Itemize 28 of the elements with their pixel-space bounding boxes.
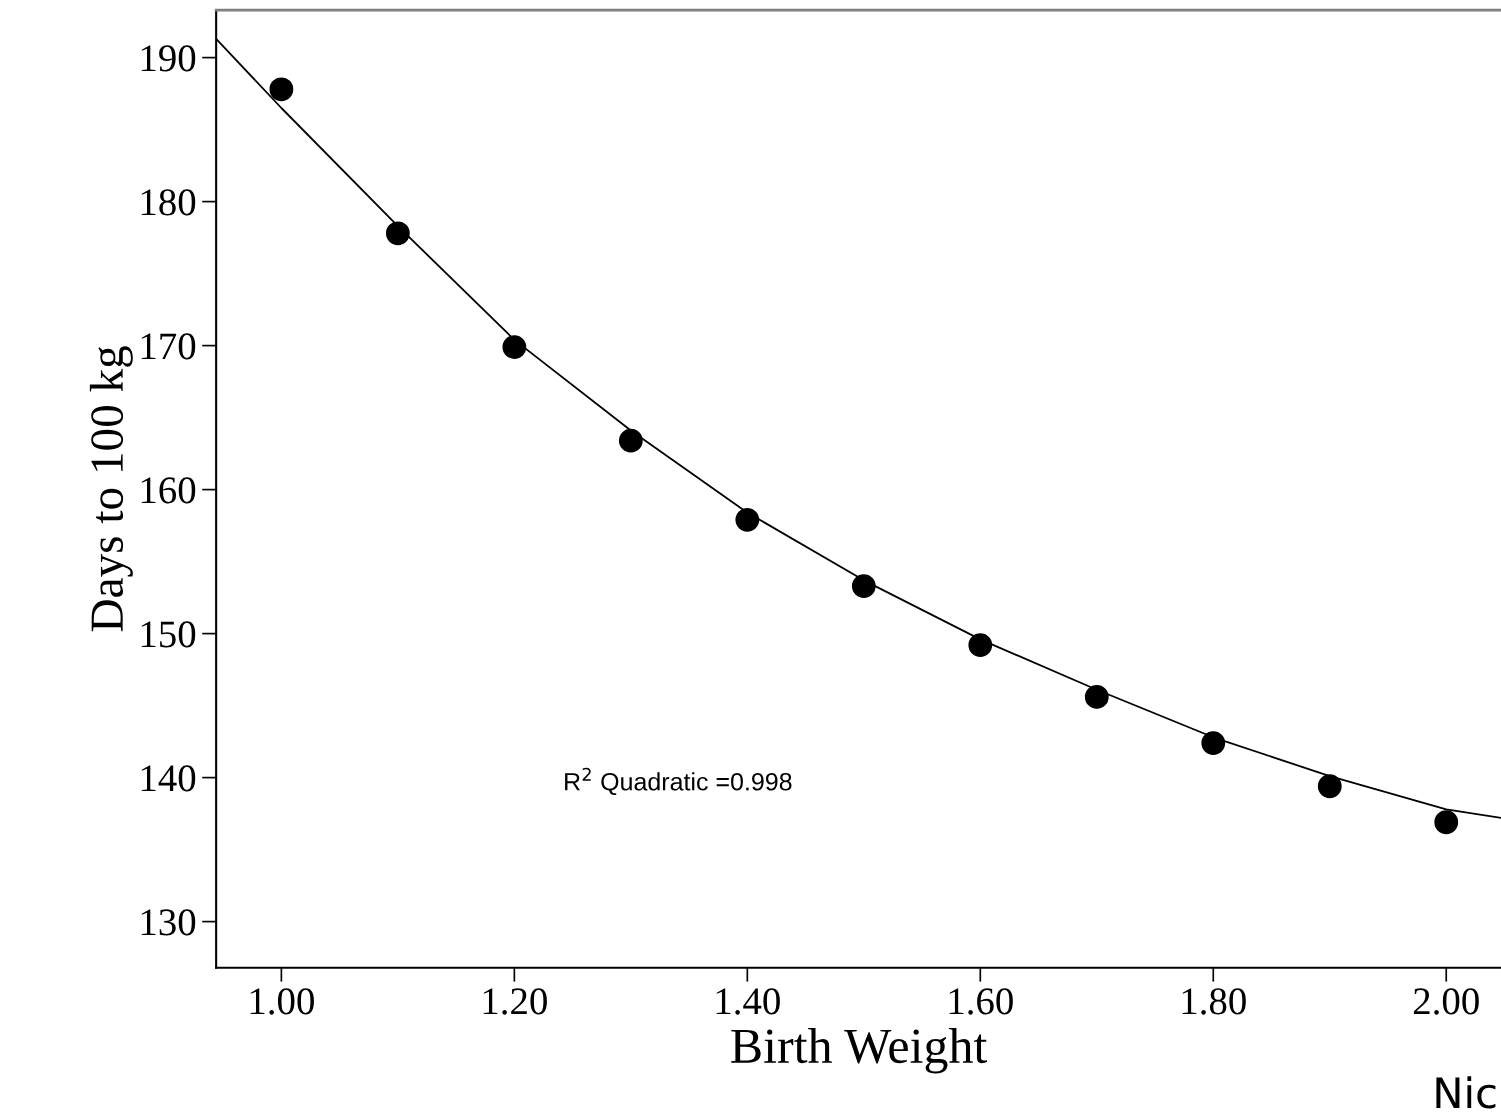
point <box>269 77 294 102</box>
point <box>618 428 643 453</box>
y-tick-label: 170 <box>141 333 196 360</box>
x-tick-label: 1.80 <box>1182 988 1246 1015</box>
point <box>968 633 993 658</box>
point <box>851 574 876 598</box>
y-tick-label: 140 <box>141 765 196 792</box>
point <box>1317 774 1342 799</box>
x-axis-title: Birth Weight <box>731 1027 988 1074</box>
point <box>735 507 760 532</box>
x-tick-label: 2.00 <box>1413 988 1479 1015</box>
y-tick-label: 180 <box>141 189 196 216</box>
text: Nic <box>1436 1076 1496 1109</box>
point <box>1201 731 1226 755</box>
y-tick-label: 130 <box>141 909 196 936</box>
x-tick-label: 1.00 <box>250 988 314 1015</box>
y-tick-label: 150 <box>141 621 196 648</box>
y-tick-label: 190 <box>141 45 196 72</box>
x-tick-label: 1.20 <box>483 988 547 1015</box>
x-tick-label: 1.60 <box>949 988 1013 1015</box>
x-tick-label: 1.40 <box>716 988 780 1015</box>
point <box>502 335 527 359</box>
annotation: R$^{2}$ Quadratic =0.998 <box>565 767 792 796</box>
y-axis-title: Days to 100 kg <box>89 346 133 632</box>
y-tick-label: 160 <box>141 477 196 504</box>
point <box>1434 810 1459 835</box>
point <box>1084 685 1109 709</box>
point <box>385 221 410 246</box>
